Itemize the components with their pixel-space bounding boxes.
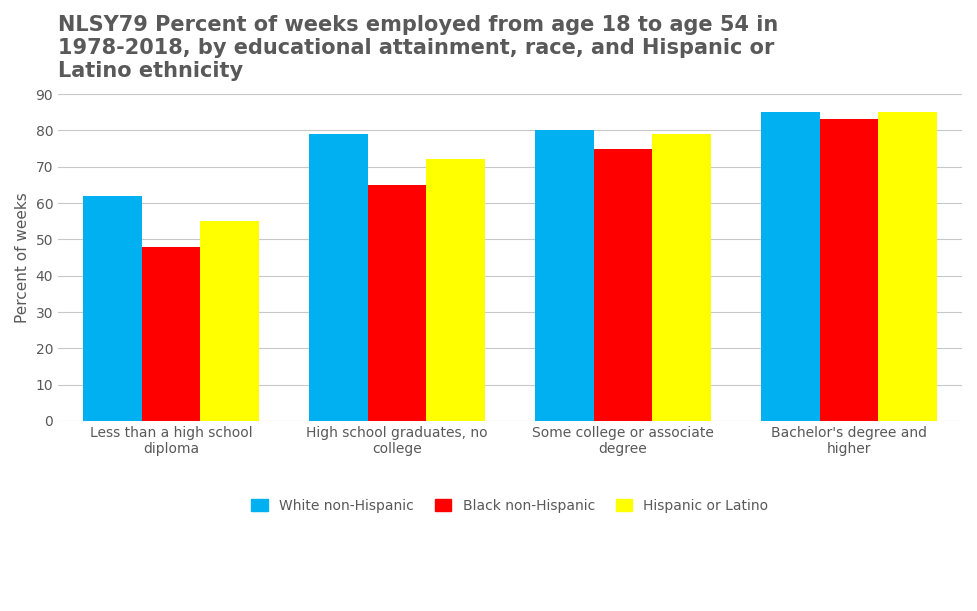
Bar xyxy=(367,185,426,421)
Bar xyxy=(83,196,142,421)
Y-axis label: Percent of weeks: Percent of weeks xyxy=(15,192,30,323)
Bar xyxy=(878,112,937,421)
Legend: White non-Hispanic, Black non-Hispanic, Hispanic or Latino: White non-Hispanic, Black non-Hispanic, … xyxy=(246,493,774,518)
Bar xyxy=(200,221,259,421)
Bar xyxy=(309,134,367,421)
Bar xyxy=(534,130,594,421)
Bar xyxy=(653,134,711,421)
Bar xyxy=(820,120,878,421)
Text: NLSY79 Percent of weeks employed from age 18 to age 54 in
1978-2018, by educatio: NLSY79 Percent of weeks employed from ag… xyxy=(58,15,779,81)
Bar xyxy=(761,112,820,421)
Bar xyxy=(594,148,653,421)
Bar xyxy=(142,247,200,421)
Bar xyxy=(426,159,486,421)
